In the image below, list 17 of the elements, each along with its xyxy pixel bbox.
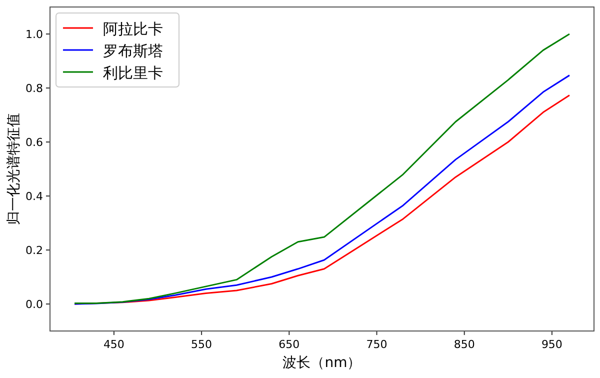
legend-label: 阿拉比卡 — [103, 20, 163, 38]
y-tick-label: 0.4 — [26, 190, 43, 203]
y-tick-label: 0.8 — [26, 82, 43, 95]
x-tick-label: 950 — [541, 338, 562, 351]
y-tick-label: 0.6 — [26, 136, 43, 149]
x-tick-label: 750 — [366, 338, 388, 351]
x-tick-label: 450 — [103, 338, 124, 351]
x-tick-label: 850 — [454, 338, 475, 351]
legend-label: 利比里卡 — [103, 64, 163, 82]
legend-label: 罗布斯塔 — [103, 42, 163, 60]
x-axis-title: 波长（nm） — [282, 355, 362, 371]
x-tick-label: 650 — [278, 338, 300, 351]
y-tick-label: 1.0 — [26, 28, 43, 41]
y-tick-label: 0.0 — [26, 298, 43, 311]
y-axis-title: 归一化光谱特征值 — [6, 113, 22, 225]
y-tick-label: 0.2 — [26, 244, 43, 257]
x-tick-label: 550 — [191, 338, 212, 351]
